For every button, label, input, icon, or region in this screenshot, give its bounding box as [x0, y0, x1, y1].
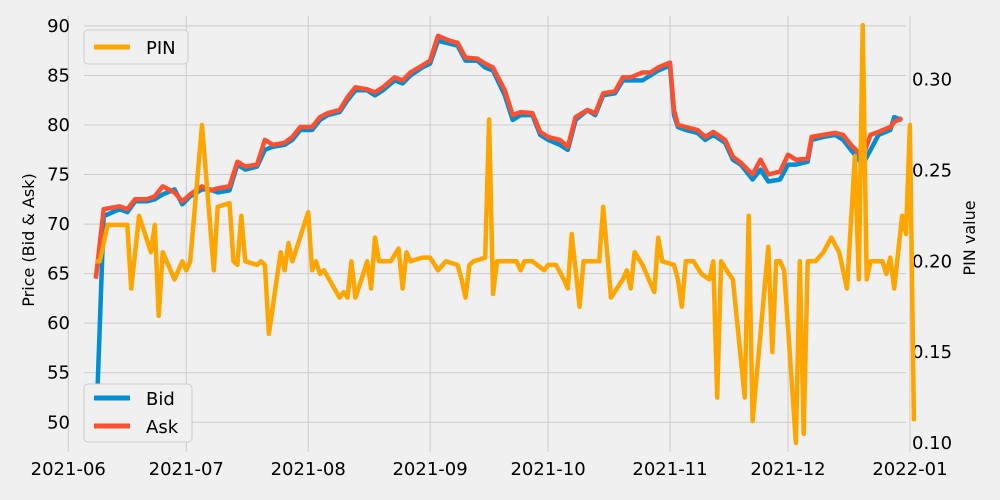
x-axis: 2021-06 2021-07 2021-08 2021-09 2021-10 2021-…	[31, 459, 948, 480]
y-axis-right: 0.10 0.15 0.20 0.25 0.30	[912, 70, 952, 454]
legend-pin-label: PIN	[146, 38, 176, 59]
y-left-tick-label: 50	[47, 412, 70, 433]
y-axis-left: 50 55 60 65 70 75 80 85 90	[47, 16, 70, 433]
y-left-tick-label: 80	[47, 115, 70, 136]
y-right-tick-label: 0.15	[912, 342, 952, 363]
y-right-tick-label: 0.30	[912, 70, 952, 91]
series-layer	[93, 22, 917, 446]
legend-bid-ask: Bid Ask	[83, 383, 193, 443]
y-right-tick-label: 0.20	[912, 251, 952, 272]
legend-pin-frame	[83, 29, 189, 65]
x-tick-label: 2021-06	[31, 459, 106, 480]
y-left-tick-label: 65	[47, 264, 70, 285]
x-tick-label: 2021-11	[632, 459, 707, 480]
series-line-pin	[95, 22, 917, 446]
y-left-tick-label: 70	[47, 214, 70, 235]
y-left-tick-label: 60	[47, 313, 70, 334]
y-left-tick-label: 55	[47, 363, 70, 384]
x-tick-label: 2022-01	[872, 459, 947, 480]
x-tick-label: 2021-09	[392, 459, 467, 480]
legend-pin: PIN	[83, 29, 189, 65]
x-tick-label: 2021-12	[750, 459, 825, 480]
y-axis-left-label: Price (Bid & Ask)	[19, 173, 38, 306]
x-tick-label: 2021-07	[149, 459, 224, 480]
y-right-tick-label: 0.10	[912, 433, 952, 454]
y-right-tick-label: 0.25	[912, 160, 952, 181]
y-left-tick-label: 90	[47, 16, 70, 37]
legend-ask-label: Ask	[146, 417, 179, 438]
series-line-ask	[93, 33, 904, 279]
x-tick-label: 2021-10	[510, 459, 585, 480]
x-tick-label: 2021-08	[271, 459, 346, 480]
y-left-tick-label: 85	[47, 65, 70, 86]
y-axis-right-label: PIN value	[960, 200, 979, 275]
y-left-tick-label: 75	[47, 165, 70, 186]
legend-bid-label: Bid	[146, 389, 175, 410]
